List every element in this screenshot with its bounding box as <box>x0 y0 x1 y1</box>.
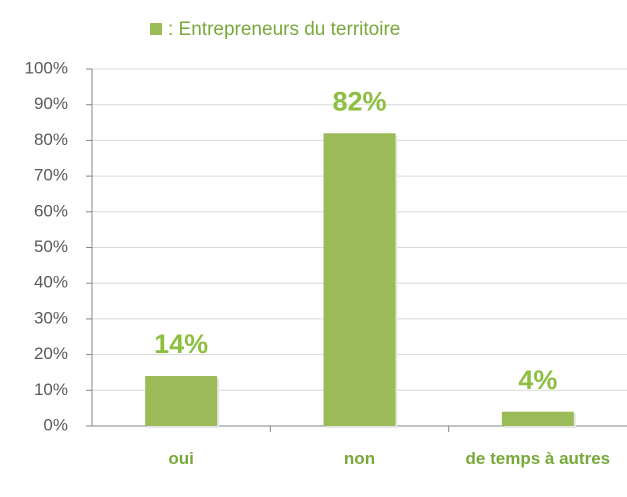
bar <box>145 376 218 426</box>
y-tick-label: 100% <box>25 58 68 77</box>
y-tick-label: 70% <box>34 166 68 185</box>
x-tick-label: de temps à autres <box>465 449 611 468</box>
y-tick-label: 10% <box>34 380 68 399</box>
data-label: 82% <box>332 86 386 116</box>
legend: : Entrepreneurs du territoire <box>150 19 400 40</box>
y-tick-label: 80% <box>34 130 68 149</box>
y-tick-label: 50% <box>34 237 68 256</box>
y-tick-label: 0% <box>43 415 68 434</box>
y-tick-label: 30% <box>34 308 68 327</box>
y-tick-label: 20% <box>34 344 68 363</box>
data-label: 4% <box>518 365 557 395</box>
legend-swatch <box>150 23 162 35</box>
y-tick-label: 60% <box>34 201 68 220</box>
y-tick-label: 90% <box>34 94 68 113</box>
y-tick-label: 40% <box>34 273 68 292</box>
bar <box>501 411 574 426</box>
bar <box>323 133 396 426</box>
x-tick-label: oui <box>168 449 194 468</box>
data-label: 14% <box>154 329 208 359</box>
legend-label: : Entrepreneurs du territoire <box>168 19 400 40</box>
x-tick-label: non <box>343 449 376 468</box>
